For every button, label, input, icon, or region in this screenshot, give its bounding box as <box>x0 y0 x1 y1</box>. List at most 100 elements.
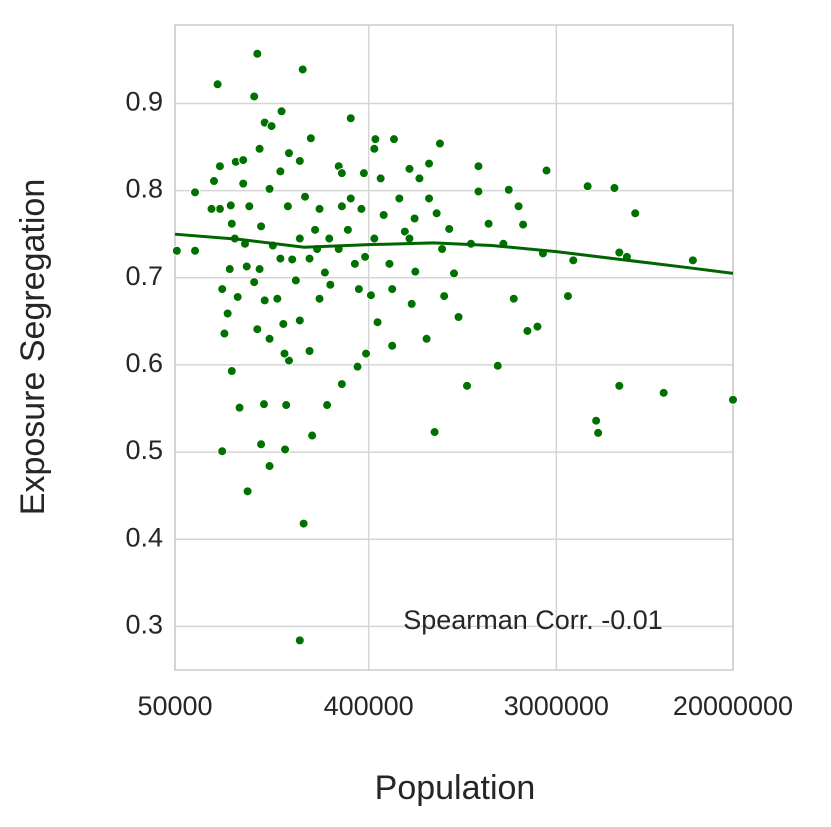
point <box>294 635 305 646</box>
point <box>503 184 514 195</box>
y-tick-label: 0.7 <box>125 261 163 291</box>
point <box>582 181 593 192</box>
point <box>372 317 383 328</box>
point <box>297 64 308 75</box>
point <box>304 345 315 356</box>
point <box>256 221 267 232</box>
point <box>224 264 235 275</box>
point <box>394 193 405 204</box>
point <box>290 275 301 286</box>
point <box>272 293 283 304</box>
point <box>358 168 369 179</box>
point <box>283 148 294 159</box>
point <box>728 394 738 405</box>
point <box>294 155 305 166</box>
point <box>614 247 625 258</box>
point <box>658 387 669 398</box>
point <box>225 200 236 211</box>
point <box>294 233 305 244</box>
point <box>208 176 219 187</box>
point <box>483 218 494 229</box>
point <box>404 163 415 174</box>
point <box>492 360 503 371</box>
point <box>254 143 265 154</box>
point <box>356 203 367 214</box>
x-tick-label: 20000000 <box>673 691 793 721</box>
point <box>410 266 421 277</box>
point <box>399 226 410 237</box>
point <box>254 264 265 275</box>
point <box>258 399 269 410</box>
point <box>342 224 353 235</box>
point <box>687 255 698 266</box>
y-tick-label: 0.8 <box>125 174 163 204</box>
point <box>508 293 519 304</box>
point <box>522 325 533 336</box>
point <box>171 245 182 256</box>
point <box>238 155 249 166</box>
point <box>259 295 270 306</box>
point <box>591 415 602 426</box>
point <box>282 201 293 212</box>
point <box>449 268 459 279</box>
point <box>345 193 356 204</box>
point <box>222 308 233 319</box>
point <box>264 183 275 194</box>
point <box>388 134 399 145</box>
point <box>280 444 291 455</box>
point <box>214 161 225 172</box>
point <box>322 400 333 411</box>
y-tick-label: 0.4 <box>125 522 163 552</box>
y-tick-label: 0.3 <box>125 610 163 640</box>
point <box>360 251 371 262</box>
point <box>252 48 263 59</box>
point <box>431 208 442 219</box>
y-tick-label: 0.6 <box>125 348 163 378</box>
point <box>238 178 249 189</box>
point <box>336 168 347 179</box>
point <box>276 106 287 117</box>
point <box>378 210 389 221</box>
point <box>314 203 325 214</box>
point <box>212 79 223 90</box>
point <box>365 290 376 301</box>
point <box>532 321 543 332</box>
point <box>287 254 298 265</box>
point <box>424 158 435 169</box>
point <box>473 186 484 197</box>
point <box>294 315 305 326</box>
point <box>300 191 311 202</box>
annotation: Spearman Corr. -0.01 <box>403 605 663 635</box>
point <box>437 244 448 255</box>
point <box>226 366 237 377</box>
point <box>353 284 364 295</box>
point <box>283 355 294 366</box>
point <box>568 255 579 266</box>
point <box>278 318 289 329</box>
point <box>429 427 440 438</box>
point <box>444 223 455 234</box>
point <box>242 486 253 497</box>
point <box>513 201 524 212</box>
point <box>252 324 263 335</box>
point <box>361 348 372 359</box>
point <box>234 402 245 413</box>
point <box>325 279 336 290</box>
point <box>369 233 380 244</box>
y-tick-label: 0.9 <box>125 87 163 117</box>
point <box>310 224 321 235</box>
point <box>424 193 435 204</box>
point <box>349 258 360 269</box>
point <box>462 380 473 391</box>
point <box>384 258 395 269</box>
point <box>275 166 286 177</box>
point <box>409 213 420 224</box>
trend-line <box>174 232 734 275</box>
point <box>298 518 309 529</box>
point <box>219 328 230 339</box>
point <box>414 173 425 184</box>
point <box>439 291 450 302</box>
point <box>562 291 573 302</box>
y-axis-label: Exposure Segregation <box>14 179 52 515</box>
